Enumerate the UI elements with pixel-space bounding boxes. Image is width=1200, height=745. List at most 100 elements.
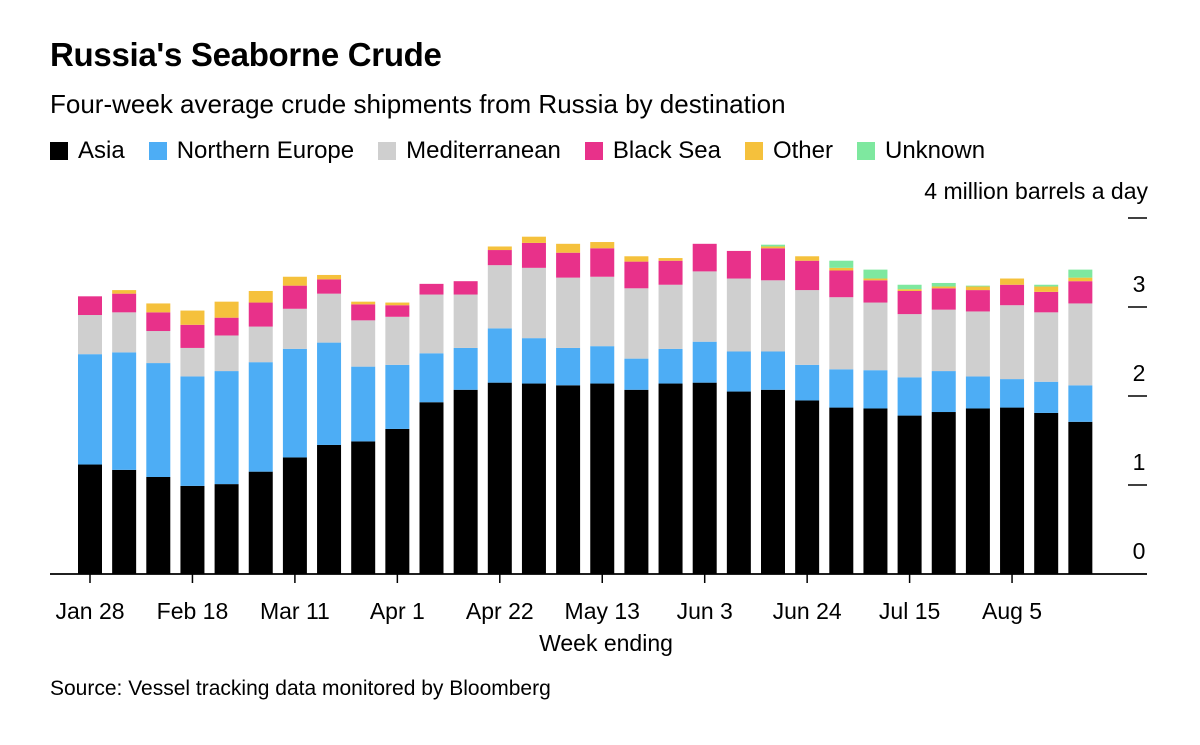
bar-black-sea-1 — [112, 293, 137, 313]
bar-northern-europe-22 — [829, 369, 854, 408]
bar-mediterranean-27 — [1000, 305, 1025, 380]
bar-asia-9 — [385, 428, 410, 574]
bar-unknown-20 — [761, 244, 785, 247]
legend-item-black-sea: Black Sea — [584, 137, 721, 165]
legend-item-other: Other — [744, 137, 833, 165]
bar-northern-europe-16 — [624, 358, 649, 390]
bar-black-sea-17 — [658, 260, 683, 285]
bar-northern-europe-28 — [1034, 381, 1059, 413]
bar-unknown-25 — [931, 282, 956, 287]
bar-asia-12 — [487, 382, 512, 574]
bar-asia-26 — [965, 408, 990, 574]
legend-swatch-asia — [50, 142, 68, 160]
bar-mediterranean-7 — [317, 293, 342, 343]
legend-swatch-northern-europe — [148, 142, 167, 160]
legend-item-northern-europe: Northern Europe — [148, 137, 354, 165]
legend-swatch-other — [744, 142, 763, 160]
bar-black-sea-28 — [1034, 291, 1059, 313]
bar-black-sea-7 — [317, 279, 342, 294]
legend-label-mediterranean: Mediterranean — [406, 137, 561, 164]
bar-black-sea-11 — [453, 281, 478, 295]
bar-northern-europe-29 — [1068, 385, 1093, 422]
legend-swatch-unknown — [856, 142, 875, 160]
x-axis-title: Week ending — [539, 630, 673, 656]
bar-black-sea-9 — [385, 305, 410, 317]
bar-mediterranean-25 — [931, 309, 956, 372]
bar-black-sea-4 — [214, 317, 239, 336]
x-tick-label-5: May 13 — [565, 598, 640, 624]
bar-northern-europe-5 — [248, 362, 273, 472]
x-tick-label-0: Jan 28 — [55, 598, 124, 624]
bar-asia-17 — [658, 383, 683, 574]
bar-black-sea-24 — [897, 290, 922, 315]
bar-black-sea-12 — [487, 250, 512, 266]
x-tick-label-3: Apr 1 — [370, 598, 425, 624]
bar-asia-27 — [1000, 407, 1025, 574]
legend-item-mediterranean: Mediterranean — [378, 137, 561, 165]
bar-other-2 — [146, 303, 171, 313]
bar-other-21 — [795, 256, 820, 261]
bar-mediterranean-29 — [1068, 303, 1093, 386]
bar-northern-europe-2 — [146, 363, 171, 477]
legend-label-other: Other — [772, 137, 833, 164]
bar-black-sea-19 — [726, 250, 751, 279]
legend-item-unknown: Unknown — [856, 137, 986, 165]
bar-asia-28 — [1034, 412, 1059, 574]
bar-asia-14 — [556, 385, 581, 574]
bar-mediterranean-16 — [624, 288, 649, 359]
bar-northern-europe-1 — [112, 352, 137, 470]
legend: Asia Northern Europe Mediterranean Black… — [50, 137, 1009, 165]
chart-subtitle: Four-week average crude shipments from R… — [50, 89, 786, 119]
bar-mediterranean-15 — [590, 276, 615, 347]
bar-mediterranean-12 — [487, 265, 512, 329]
bar-other-26 — [965, 286, 990, 291]
y-tick-label-2: 2 — [1133, 360, 1146, 386]
y-axis-unit-label: 4 million barrels a day — [924, 178, 1148, 204]
bar-asia-25 — [931, 412, 956, 574]
legend-label-unknown: Unknown — [884, 137, 986, 164]
bar-northern-europe-9 — [385, 364, 410, 429]
bar-northern-europe-7 — [317, 342, 342, 445]
bar-northern-europe-0 — [78, 354, 102, 465]
bar-other-8 — [351, 301, 376, 305]
bar-mediterranean-3 — [180, 347, 205, 377]
y-tick-label-1: 1 — [1133, 449, 1146, 475]
bar-northern-europe-8 — [351, 366, 376, 442]
bar-asia-8 — [351, 441, 376, 574]
bar-northern-europe-3 — [180, 376, 205, 486]
bar-asia-6 — [282, 457, 307, 574]
bar-black-sea-2 — [146, 312, 171, 332]
bar-northern-europe-6 — [282, 348, 307, 458]
bar-black-sea-29 — [1068, 281, 1093, 304]
source-note: Source: Vessel tracking data monitored b… — [50, 677, 551, 700]
bar-northern-europe-19 — [726, 351, 751, 392]
bar-mediterranean-17 — [658, 284, 683, 349]
bar-northern-europe-15 — [590, 346, 615, 384]
bar-black-sea-21 — [795, 260, 820, 291]
bar-other-5 — [248, 290, 273, 303]
bar-unknown-24 — [897, 284, 922, 290]
legend-label-black-sea: Black Sea — [612, 137, 721, 164]
bar-mediterranean-23 — [863, 302, 888, 371]
bar-other-24 — [897, 289, 922, 291]
bar-mediterranean-9 — [385, 316, 410, 365]
bar-black-sea-5 — [248, 302, 273, 327]
bar-other-15 — [590, 242, 615, 249]
bar-black-sea-10 — [419, 283, 444, 295]
legend-swatch-black-sea — [584, 142, 603, 160]
bar-other-3 — [180, 310, 205, 325]
bar-asia-13 — [521, 383, 546, 574]
bar-black-sea-8 — [351, 304, 376, 321]
bar-asia-1 — [112, 469, 137, 574]
bar-northern-europe-10 — [419, 353, 444, 403]
bar-northern-europe-4 — [214, 371, 239, 485]
bar-black-sea-15 — [590, 248, 615, 277]
bar-mediterranean-22 — [829, 297, 854, 370]
x-tick-label-8: Jul 15 — [879, 598, 940, 624]
bar-other-29 — [1068, 277, 1093, 282]
legend-swatch-mediterranean — [378, 142, 397, 160]
bar-mediterranean-1 — [112, 312, 137, 353]
bar-unknown-29 — [1068, 269, 1093, 278]
bar-other-20 — [761, 246, 785, 249]
x-tick-label-4: Apr 22 — [466, 598, 534, 624]
